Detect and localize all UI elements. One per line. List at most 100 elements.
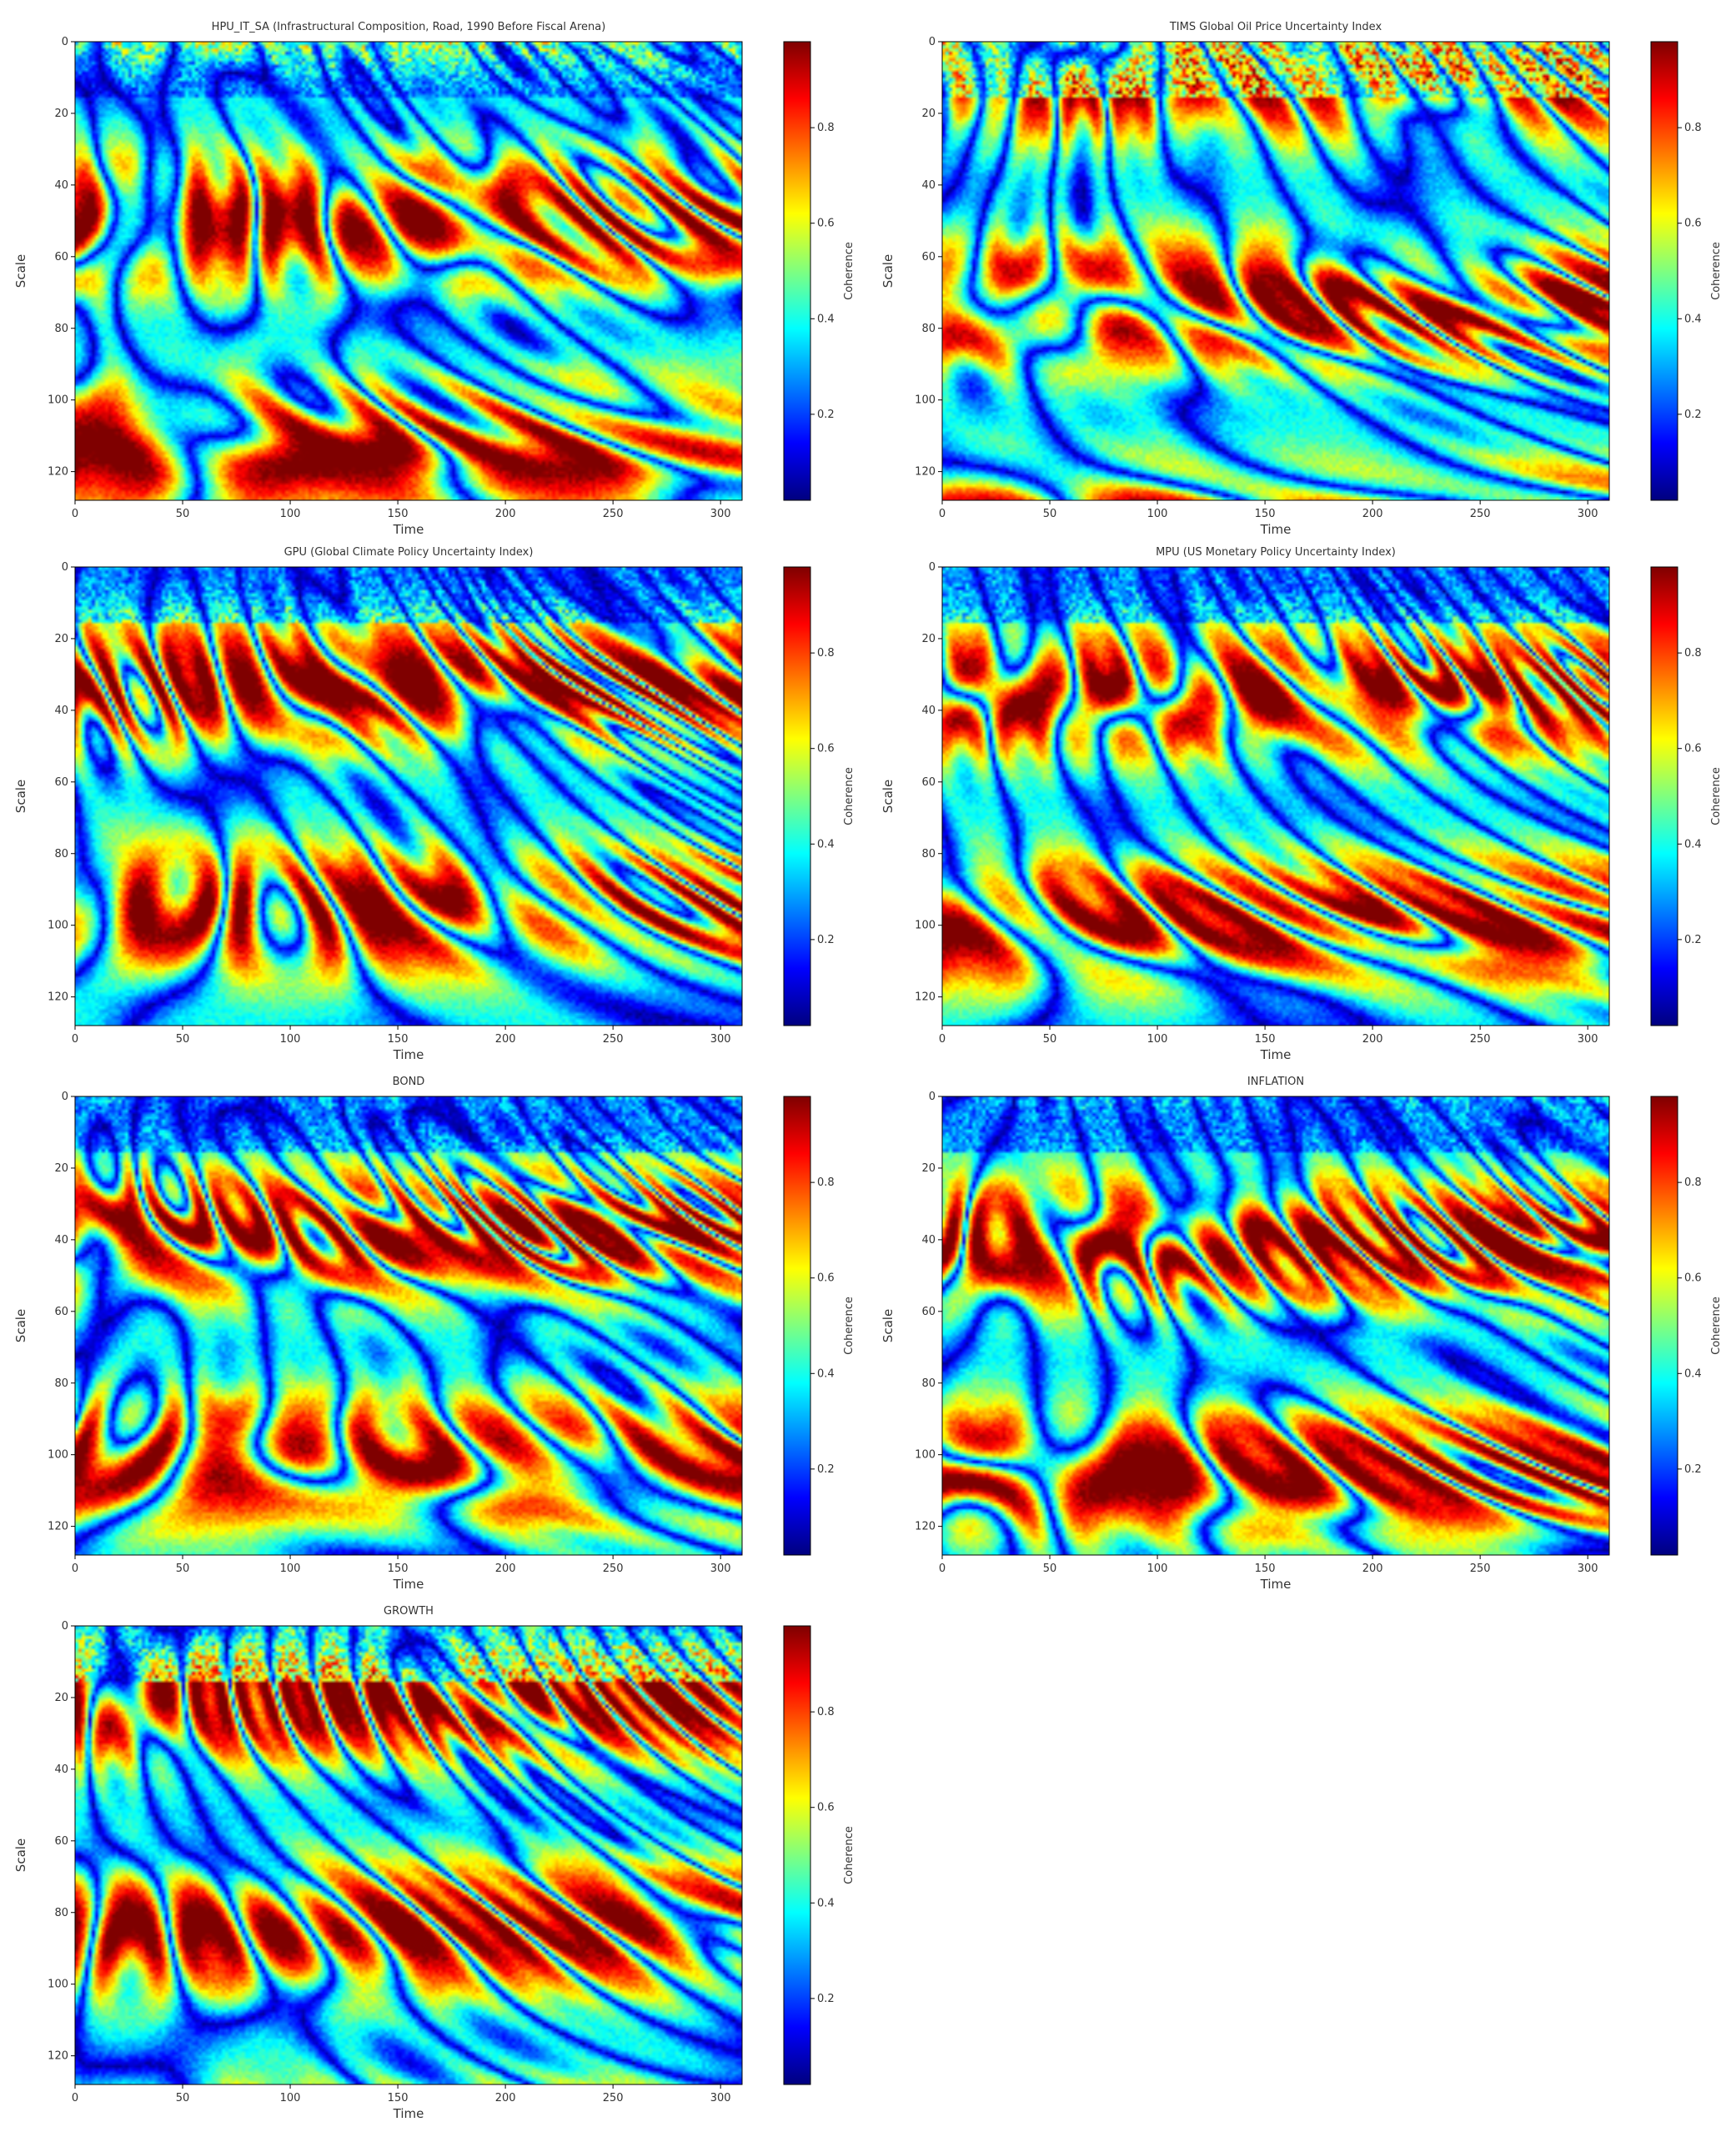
y-tick-label: 100 [915,920,936,932]
x-tick-label: 300 [1578,1563,1598,1575]
x-tick-label: 300 [710,1563,731,1575]
y-tick-label: 40 [921,1234,936,1247]
x-tick-label: 100 [280,1563,301,1575]
y-tick-label: 0 [62,1091,68,1103]
y-tick-label: 0 [929,36,936,48]
y-tick-label: 60 [54,1835,68,1848]
chart-panel-growth: GROWTH 0 50 100 150 200 250 300 0 20 40 60 80 100 120 T… [0,1584,867,2121]
x-tick-label: 50 [176,1033,190,1046]
x-tick-label: 200 [1362,1563,1383,1575]
colorbar-tick-label: 0.4 [817,838,835,850]
chart-title: GROWTH [384,1605,434,1618]
y-tick-label: 120 [915,1521,936,1533]
y-axis-label: Scale [881,1309,896,1342]
x-tick-label: 100 [280,508,301,520]
chart-axes: MPU (US Monetary Policy Uncertainty Inde… [881,546,1723,1062]
coherence-heatmap [942,42,1609,500]
colorbar-tick-label: 0.2 [1684,934,1702,946]
coherence-heatmap [942,567,1609,1026]
colorbar-tick-label: 0.8 [817,647,835,660]
chart-title: INFLATION [1247,1076,1304,1088]
chart-axes: GROWTH 0 50 100 150 200 250 300 0 20 40 60 80 100 120 T… [13,1605,855,2121]
x-axis-label: Time [1260,522,1292,537]
y-axis-label: Scale [881,780,896,813]
y-tick-label: 20 [921,108,936,120]
colorbar-tick-label: 0.4 [1684,838,1702,850]
x-tick-label: 200 [495,2092,516,2104]
chart-panel-oil-price-uncertainty: TIMS Global Oil Price Uncertainty Index 0… [867,0,1734,537]
x-tick-label: 0 [939,1033,946,1046]
x-tick-label: 300 [710,1033,731,1046]
y-tick-label: 0 [62,1620,68,1633]
x-tick-label: 50 [1043,508,1057,520]
y-axis-label: Scale [13,254,28,288]
colorbar-tick-label: 0.6 [817,218,835,230]
y-tick-label: 60 [54,251,68,263]
y-tick-label: 60 [921,776,936,789]
y-tick-label: 100 [48,1449,68,1462]
chart-title: BOND [393,1076,425,1088]
colorbar-tick-label: 0.8 [1684,122,1702,134]
y-tick-label: 60 [54,1306,68,1318]
chart-panel-inflation: INFLATION 0 50 100 150 200 250 300 0 20 40 60 80 100 1… [867,1055,1734,1592]
colorbar [1650,566,1678,1026]
y-tick-label: 0 [62,36,68,48]
coherence-heatmap [75,1626,742,2084]
x-axis-label: Time [1260,1047,1292,1062]
y-tick-label: 100 [48,920,68,932]
y-tick-label: 20 [921,1162,936,1175]
colorbar [783,1625,811,2085]
colorbar-tick-label: 0.2 [817,1993,835,2005]
x-tick-label: 50 [1043,1563,1057,1575]
y-tick-label: 40 [54,1234,68,1247]
y-axis-label: Scale [881,254,896,288]
y-tick-label: 120 [48,466,68,479]
x-tick-label: 150 [388,1033,409,1046]
y-tick-label: 0 [929,1091,936,1103]
x-tick-label: 250 [1470,508,1491,520]
y-tick-label: 100 [48,1979,68,1991]
x-axis-label: Time [1260,1577,1292,1592]
plot-frame [74,1096,743,1556]
y-tick-label: 80 [54,1377,68,1390]
x-tick-label: 150 [388,508,409,520]
chart-axes: BOND 0 50 100 150 200 250 300 0 20 40 60 80 100 120 Tim… [13,1076,855,1592]
colorbar-label: Coherence [843,1826,855,1884]
x-tick-label: 300 [710,2092,731,2104]
y-tick-label: 20 [54,108,68,120]
x-tick-label: 0 [72,1563,78,1575]
x-tick-label: 300 [1578,508,1598,520]
colorbar [783,1096,811,1556]
y-tick-label: 20 [54,1162,68,1175]
chart-axes: TIMS Global Oil Price Uncertainty Index 0… [881,21,1723,537]
colorbar-label: Coherence [843,767,855,825]
y-tick-label: 0 [62,561,68,574]
x-tick-label: 200 [495,1033,516,1046]
colorbar-tick-label: 0.8 [1684,1176,1702,1189]
x-tick-label: 200 [495,508,516,520]
y-tick-label: 20 [54,1692,68,1704]
x-tick-label: 200 [495,1563,516,1575]
y-tick-label: 120 [48,2050,68,2063]
x-tick-label: 100 [1147,1563,1168,1575]
x-tick-label: 0 [72,1033,78,1046]
x-axis-label: Time [393,2106,424,2121]
colorbar-tick-label: 0.6 [817,1802,835,1814]
colorbar-label: Coherence [1710,242,1723,300]
y-tick-label: 100 [48,394,68,407]
chart-title: MPU (US Monetary Policy Uncertainty Inde… [1156,546,1396,559]
chart-panel-monetary-policy-uncertainty: MPU (US Monetary Policy Uncertainty Inde… [867,525,1734,1062]
x-tick-label: 50 [176,2092,190,2104]
coherence-heatmap [942,1096,1609,1555]
x-axis-label: Time [393,522,424,537]
x-tick-label: 200 [1362,1033,1383,1046]
colorbar-tick-label: 0.4 [817,1897,835,1909]
colorbar-label: Coherence [843,242,855,300]
colorbar-label: Coherence [843,1297,855,1355]
chart-title: HPU_IT_SA (Infrastructural Composition, … [212,21,606,33]
y-tick-label: 20 [54,633,68,645]
plot-frame [941,1096,1610,1556]
x-axis-label: Time [393,1577,424,1592]
y-tick-label: 80 [921,323,936,335]
x-tick-label: 250 [603,1563,624,1575]
